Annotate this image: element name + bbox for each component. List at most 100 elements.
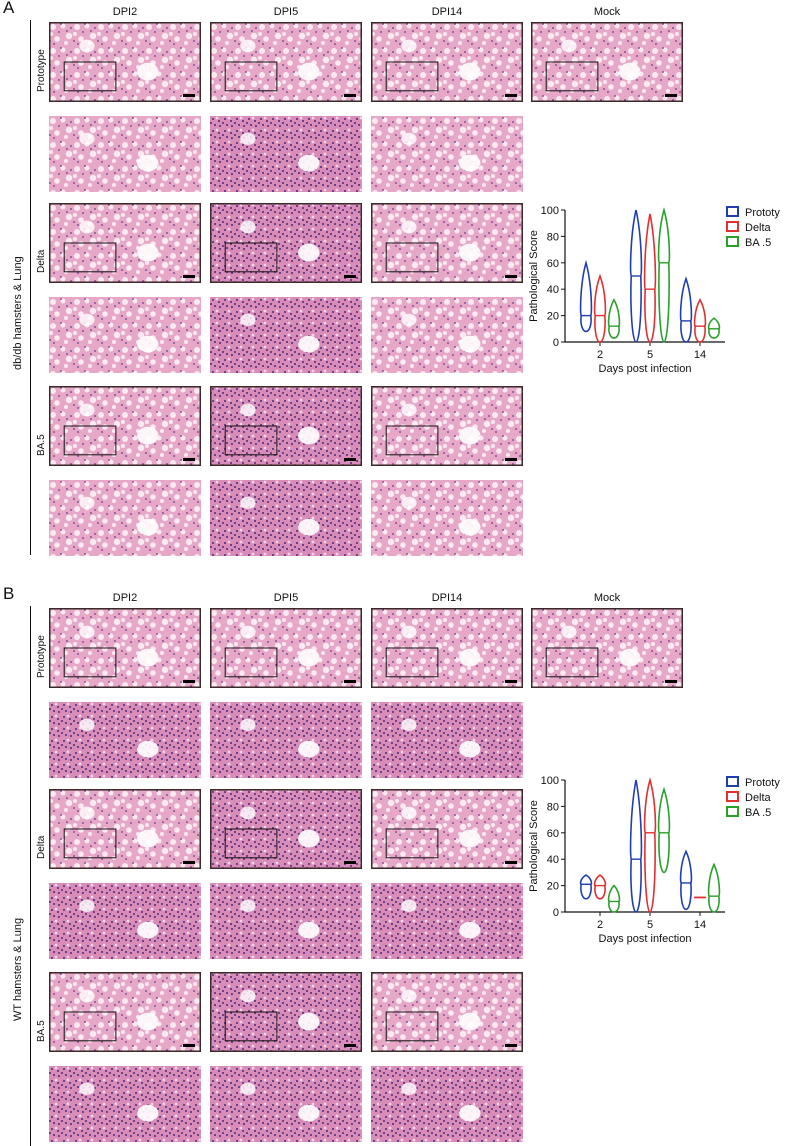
legend-swatch — [726, 206, 739, 217]
y-tick-label: 60 — [547, 828, 559, 840]
micrograph-ba5-dpi2 — [49, 386, 201, 466]
legend-label: BA .5 — [745, 807, 771, 819]
zoom-prototype-dpi2 — [49, 702, 201, 778]
legend-swatch — [726, 791, 739, 802]
y-tick-label: 80 — [547, 801, 559, 813]
violin-prototype-day14 — [679, 849, 693, 911]
column-header-mock: Mock — [593, 592, 621, 604]
column-header-dpi5: DPI5 — [273, 592, 299, 604]
violin-ba5-day5 — [657, 207, 671, 343]
violin-ba5-day14 — [707, 317, 721, 339]
x-tick-label: 14 — [694, 349, 706, 361]
micrograph-ba5-dpi5 — [210, 386, 362, 466]
legend-label: Delta — [745, 792, 772, 804]
micrograph-ba5-dpi14 — [371, 386, 523, 466]
row-label-delta: Delta — [36, 249, 47, 273]
violin-prototype-day5 — [629, 209, 643, 343]
violin-ba5-day5 — [657, 786, 671, 874]
y-axis-label: Pathological Score — [528, 800, 540, 892]
y-tick-label: 0 — [553, 337, 559, 349]
zoom-ba5-dpi5 — [210, 1066, 362, 1142]
row-label-delta: Delta — [36, 835, 47, 859]
zoom-delta-dpi14 — [371, 883, 523, 959]
zoom-delta-dpi2 — [49, 883, 201, 959]
y-tick-label: 20 — [547, 311, 559, 323]
column-header-dpi2: DPI2 — [112, 6, 138, 18]
violin-prototype-day14 — [679, 276, 693, 343]
row-label-ba5: BA.5 — [36, 1020, 47, 1042]
row-label-ba5: BA.5 — [36, 434, 47, 456]
row-label-prototype: Prototype — [36, 635, 47, 678]
y-tick-label: 100 — [541, 205, 559, 217]
y-tick-label: 40 — [547, 854, 559, 866]
legend-label: Delta — [745, 222, 772, 234]
micrograph-delta-dpi2 — [49, 203, 201, 283]
x-tick-label: 2 — [597, 919, 603, 931]
column-header-dpi5: DPI5 — [273, 6, 299, 18]
micrograph-prototype-mock — [531, 22, 683, 102]
panel-letter-b: B — [3, 584, 15, 603]
micrograph-delta-dpi14 — [371, 203, 523, 283]
violin-ba5-day2 — [607, 884, 621, 913]
violin-delta-day5 — [643, 777, 657, 913]
legend-label: Prototype — [745, 777, 780, 789]
legend-swatch — [726, 806, 739, 817]
x-tick-label: 14 — [694, 919, 706, 931]
legend-label: Prototype — [745, 207, 780, 219]
x-axis-label: Days post infection — [599, 933, 692, 945]
zoom-ba5-dpi14 — [371, 1066, 523, 1142]
violin-prototype-day5 — [629, 779, 643, 913]
zoom-delta-dpi5 — [210, 297, 362, 373]
y-tick-label: 20 — [547, 881, 559, 893]
side-divider-0 — [30, 20, 31, 555]
legend-label: BA .5 — [745, 237, 771, 249]
y-tick-label: 80 — [547, 231, 559, 243]
micrograph-ba5-dpi5 — [210, 972, 362, 1052]
zoom-prototype-dpi14 — [371, 116, 523, 192]
micrograph-delta-dpi14 — [371, 789, 523, 869]
zoom-prototype-dpi5 — [210, 116, 362, 192]
legend-swatch — [726, 236, 739, 247]
y-tick-label: 100 — [541, 775, 559, 787]
legend-swatch — [726, 776, 739, 787]
micrograph-prototype-dpi2 — [49, 608, 201, 688]
x-tick-label: 5 — [647, 919, 653, 931]
violin-delta-day14 — [693, 298, 707, 343]
micrograph-prototype-dpi14 — [371, 608, 523, 688]
x-axis-label: Days post infection — [599, 363, 692, 375]
micrograph-delta-dpi5 — [210, 203, 362, 283]
side-label-0: db/db hamsters & Lung — [12, 256, 24, 370]
legend-swatch — [726, 221, 739, 232]
y-tick-label: 40 — [547, 284, 559, 296]
violin-delta-day2 — [593, 874, 607, 900]
micrograph-prototype-mock — [531, 608, 683, 688]
violin-delta-day5 — [643, 213, 657, 343]
violin-prototype-day2 — [579, 874, 593, 900]
violin-prototype-day2 — [579, 259, 593, 333]
violin-delta-day2 — [593, 273, 607, 343]
micrograph-prototype-dpi5 — [210, 608, 362, 688]
column-header-dpi14: DPI14 — [431, 592, 463, 604]
micrograph-prototype-dpi14 — [371, 22, 523, 102]
panel-letter-a: A — [3, 0, 15, 17]
zoom-prototype-dpi2 — [49, 116, 201, 192]
violin-ba5-day2 — [607, 298, 621, 339]
y-tick-label: 0 — [553, 907, 559, 919]
micrograph-prototype-dpi5 — [210, 22, 362, 102]
y-axis-label: Pathological Score — [528, 230, 540, 322]
micrograph-ba5-dpi14 — [371, 972, 523, 1052]
column-header-dpi2: DPI2 — [112, 592, 138, 604]
column-header-dpi14: DPI14 — [431, 6, 463, 18]
zoom-ba5-dpi2 — [49, 1066, 201, 1142]
zoom-delta-dpi5 — [210, 883, 362, 959]
side-label-1: WT hamsters & Lung — [12, 917, 24, 1021]
y-tick-label: 60 — [547, 258, 559, 270]
zoom-ba5-dpi14 — [371, 480, 523, 556]
zoom-prototype-dpi5 — [210, 702, 362, 778]
micrograph-delta-dpi5 — [210, 789, 362, 869]
side-divider-1 — [30, 606, 31, 1146]
micrograph-delta-dpi2 — [49, 789, 201, 869]
x-tick-label: 2 — [597, 349, 603, 361]
